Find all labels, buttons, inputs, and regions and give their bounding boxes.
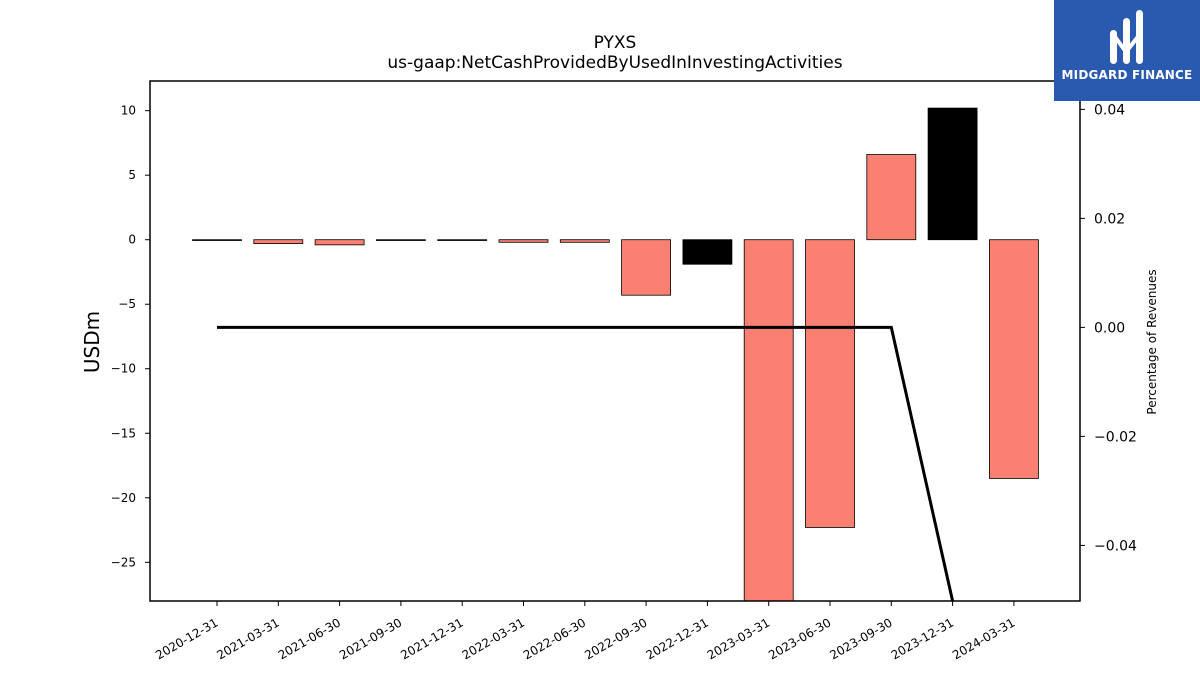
midgard-finance-logo: MIDGARD FINANCE — [1054, 0, 1200, 101]
y-tick-label: −20 — [111, 491, 136, 505]
x-tick-label: 2024-03-31 — [950, 615, 1017, 662]
y2-tick-label: −0.02 — [1094, 429, 1137, 445]
y2-axis-label: Percentage of Revenues — [1145, 269, 1159, 414]
x-tick-label: 2023-09-30 — [827, 615, 894, 662]
y-axis-label: USDm — [80, 311, 104, 373]
bar-2023-12-31 — [927, 107, 978, 241]
bar-2021-03-31 — [253, 239, 304, 244]
bar-2024-03-31 — [989, 239, 1039, 479]
y-tick-label: 10 — [121, 104, 136, 118]
y2-tick-label: 0.04 — [1094, 102, 1125, 118]
x-tick-label: 2022-09-30 — [582, 615, 649, 662]
y-tick-label: −10 — [111, 362, 136, 376]
bar-2020-12-31 — [192, 239, 242, 241]
x-tick-label: 2021-03-31 — [214, 615, 281, 662]
chart-subtitle: us-gaap:NetCashProvidedByUsedInInvesting… — [387, 53, 842, 73]
x-tick-label: 2023-03-31 — [705, 615, 772, 662]
bar-2021-06-30 — [314, 239, 365, 246]
y2-tick-label: 0.02 — [1094, 211, 1125, 227]
bar-2022-12-31 — [682, 239, 733, 265]
y-tick-label: −25 — [111, 555, 136, 569]
chart-title: PYXS — [594, 33, 637, 53]
x-tick-label: 2023-12-31 — [889, 615, 956, 662]
y-tick-label: 0 — [128, 233, 136, 247]
bar-2022-06-30 — [559, 239, 610, 243]
x-tick-label: 2022-03-31 — [460, 615, 527, 662]
logo-text: MIDGARD FINANCE — [1061, 68, 1193, 82]
y-tick-label: 5 — [128, 168, 136, 182]
logo-mark-icon — [1110, 10, 1143, 64]
bar-2021-09-30 — [375, 239, 426, 241]
percentage-of-revenues-line — [217, 325, 955, 602]
x-tick-label: 2022-12-31 — [643, 615, 710, 662]
x-tick-label: 2023-06-30 — [766, 615, 833, 662]
bar-2022-09-30 — [621, 239, 671, 296]
x-tick-label: 2022-06-30 — [521, 615, 588, 662]
y2-tick-label: 0.00 — [1094, 320, 1125, 336]
plot-frame — [149, 80, 1081, 602]
x-tick-label: 2021-12-31 — [398, 615, 465, 662]
y-tick-label: −15 — [111, 426, 136, 440]
bar-2023-06-30 — [805, 239, 855, 528]
x-tick-label: 2020-12-31 — [153, 615, 220, 662]
bar-2022-03-31 — [498, 239, 549, 243]
bar-2023-03-31 — [743, 239, 794, 602]
x-tick-label: 2021-06-30 — [276, 615, 343, 662]
bar-2023-09-30 — [866, 154, 917, 241]
y-tick-label: −5 — [118, 297, 136, 311]
x-tick-label: 2021-09-30 — [337, 615, 404, 662]
bar-2021-12-31 — [437, 239, 488, 241]
y2-tick-label: −0.04 — [1094, 538, 1137, 554]
